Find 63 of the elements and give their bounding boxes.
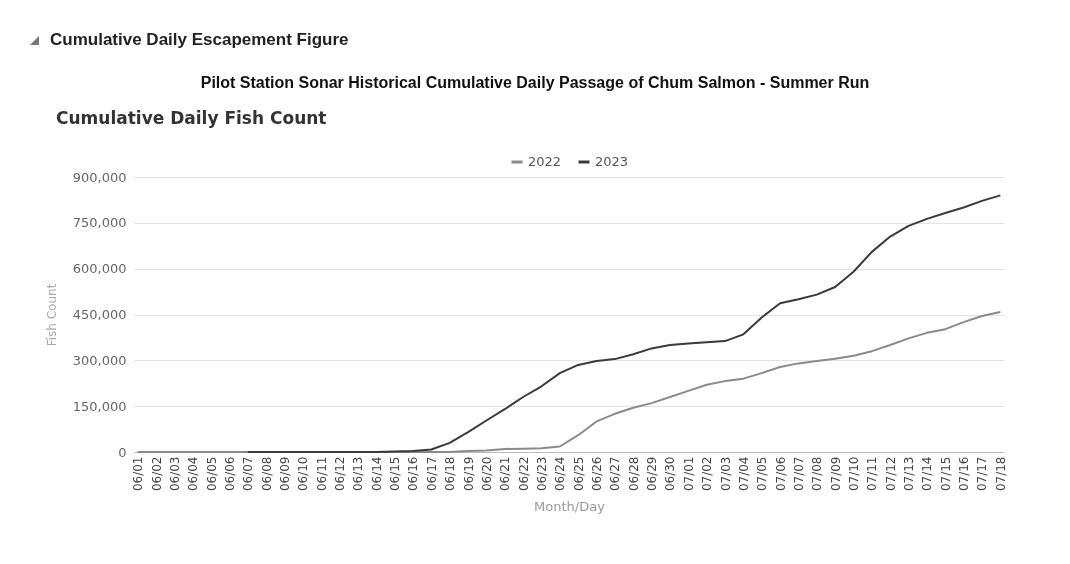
x-tick-label: 06/27 [608,456,623,492]
x-tick-label: 06/05 [204,456,219,492]
x-tick-label: 07/07 [791,456,806,492]
x-tick-label: 06/19 [461,456,476,492]
x-tick-label: 06/28 [626,456,641,492]
chart-subtitle: Cumulative Daily Fish Count [56,108,327,128]
x-tick-label: 06/15 [388,456,403,492]
x-tick-label: 06/03 [167,456,182,492]
text: Cumulative Daily Escapement Figure [50,30,349,50]
x-tick-label: 06/09 [278,456,293,492]
x-tick-label: 06/17 [424,456,439,492]
x-tick-label: 06/07 [241,456,256,492]
x-tick-label: 06/12 [333,456,348,492]
legend-label: 2023 [595,154,629,169]
x-tick-label: 07/10 [846,456,861,492]
x-tick-label: 06/11 [314,456,329,492]
legend-label: 2022 [528,154,562,169]
x-tick-label: 07/16 [957,456,972,492]
x-axis-title: Month/Day [534,499,606,515]
x-tick-label: 06/24 [553,456,568,492]
x-tick-label: 06/10 [296,456,311,492]
x-tick-label: 06/06 [222,456,237,492]
x-tick-label: 07/17 [975,456,990,492]
x-tick-label: 07/11 [865,456,880,492]
y-tick-label: 600,000 [72,261,127,277]
x-tick-label: 06/22 [516,456,531,492]
x-tick-label: 06/30 [663,456,678,492]
y-tick-label: 450,000 [72,307,127,322]
x-tick-label: 07/03 [718,456,733,492]
x-tick-label: 07/14 [920,456,935,492]
chart-title: Pilot Station Sonar Historical Cumulative Daily Passage of Chum Salmon - Summer Run [199,74,871,92]
x-tick-label: 06/25 [571,456,586,492]
y-axis-title: Fish Count [44,283,59,347]
y-tick-label: 0 [118,444,127,460]
x-tick-label: 06/13 [351,456,366,492]
x-tick-label: 07/15 [938,456,953,492]
y-tick-label: 300,000 [72,352,127,368]
y-tick-label: 150,000 [72,398,127,414]
x-tick-label: 07/06 [773,456,788,492]
x-tick-label: 06/23 [534,456,549,492]
x-tick-label: 06/26 [590,456,605,492]
x-tick-label: 07/09 [828,456,843,492]
x-tick-label: 07/02 [700,456,715,492]
x-tick-label: 07/12 [883,456,898,492]
x-tick-label: 06/29 [645,456,660,492]
x-tick-label: 06/21 [498,456,513,492]
x-tick-label: 06/18 [443,456,458,492]
x-tick-label: 06/02 [149,456,164,492]
x-tick-label: 07/08 [810,456,825,492]
x-tick-label: 07/01 [681,456,696,492]
line-series [246,194,1002,453]
x-tick-label: 07/18 [993,456,1008,492]
x-tick-label: 07/05 [755,456,770,492]
x-tick-label: 06/14 [369,456,384,492]
y-tick-label: 900,000 [72,169,127,185]
x-tick-label: 06/08 [259,456,274,492]
x-tick-label: 06/16 [406,456,421,492]
x-tick-label: 06/20 [479,456,494,492]
x-tick-label: 07/13 [902,456,917,492]
x-tick-label: 07/04 [736,456,751,492]
x-tick-label: 06/04 [186,456,201,492]
x-tick-label: 06/01 [131,456,146,492]
y-tick-label: 750,000 [72,215,127,231]
